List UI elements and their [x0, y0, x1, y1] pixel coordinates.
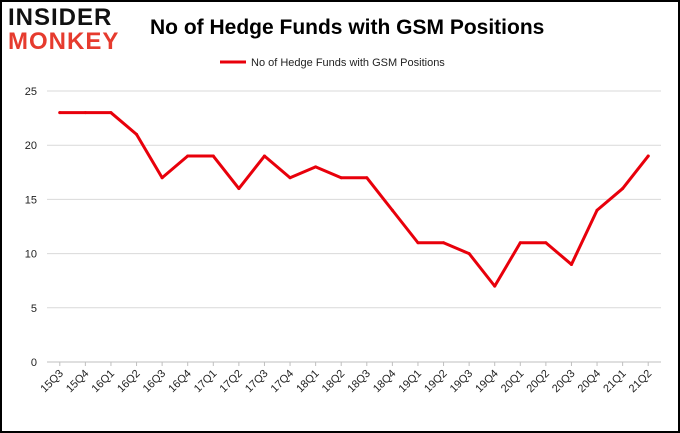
y-tick-label: 20 [25, 140, 37, 152]
data-point [237, 187, 241, 191]
x-tick-label: 17Q3 [243, 368, 271, 396]
x-tick-label: 18Q2 [320, 368, 348, 396]
x-tick-label: 16Q2 [115, 368, 143, 396]
data-point [621, 187, 625, 191]
data-point [544, 241, 548, 245]
data-point [58, 111, 62, 115]
data-point [365, 176, 369, 180]
data-point [390, 208, 394, 212]
insider-monkey-logo: INSIDER MONKEY [8, 6, 128, 56]
x-tick-label: 20Q2 [524, 368, 552, 396]
x-tick-label: 20Q4 [576, 368, 604, 396]
data-point [493, 284, 497, 288]
x-tick-label: 16Q1 [90, 368, 118, 396]
data-point [442, 241, 446, 245]
x-tick-label: 15Q3 [38, 368, 66, 396]
data-point [518, 241, 522, 245]
y-tick-label: 15 [25, 194, 37, 206]
data-point [262, 154, 266, 158]
x-tick-label: 17Q1 [192, 368, 220, 396]
data-point [339, 176, 343, 180]
x-tick-label: 17Q4 [269, 368, 297, 396]
data-point [288, 176, 292, 180]
y-tick-label: 25 [25, 86, 37, 98]
series-line [58, 111, 650, 288]
y-tick-label: 5 [31, 303, 37, 315]
x-tick-label: 21Q2 [627, 368, 655, 396]
data-point [595, 208, 599, 212]
x-tick-label: 20Q3 [550, 368, 578, 396]
y-tick-label: 10 [25, 249, 37, 261]
x-tick-label: 18Q3 [345, 368, 373, 396]
data-point [83, 111, 87, 115]
x-tick-label: 19Q1 [397, 368, 425, 396]
x-tick-label: 19Q3 [448, 368, 476, 396]
x-tick-label: 17Q2 [217, 368, 245, 396]
x-tick-label: 15Q4 [64, 368, 92, 396]
data-point [160, 176, 164, 180]
x-tick-label: 16Q4 [166, 368, 194, 396]
logo-line-2: MONKEY [8, 28, 120, 55]
data-point [569, 262, 573, 266]
x-tick-label: 19Q4 [473, 368, 501, 396]
x-tick-label: 21Q1 [601, 368, 629, 396]
data-point [467, 252, 471, 256]
x-tick-label: 20Q1 [499, 368, 527, 396]
x-tick-label: 18Q1 [294, 368, 322, 396]
data-point [186, 154, 190, 158]
logo-line-1: INSIDER [8, 4, 113, 31]
data-point [135, 132, 139, 136]
data-point [211, 154, 215, 158]
legend-label: No of Hedge Funds with GSM Positions [251, 57, 445, 69]
x-tick-label: 18Q4 [371, 368, 399, 396]
chart-title: No of Hedge Funds with GSM Positions [150, 16, 545, 39]
y-tick-label: 0 [31, 357, 37, 369]
data-point [416, 241, 420, 245]
x-tick-label: 19Q2 [422, 368, 450, 396]
data-point [646, 154, 650, 158]
data-point [109, 111, 113, 115]
data-point [314, 165, 318, 169]
x-tick-label: 16Q3 [141, 368, 169, 396]
